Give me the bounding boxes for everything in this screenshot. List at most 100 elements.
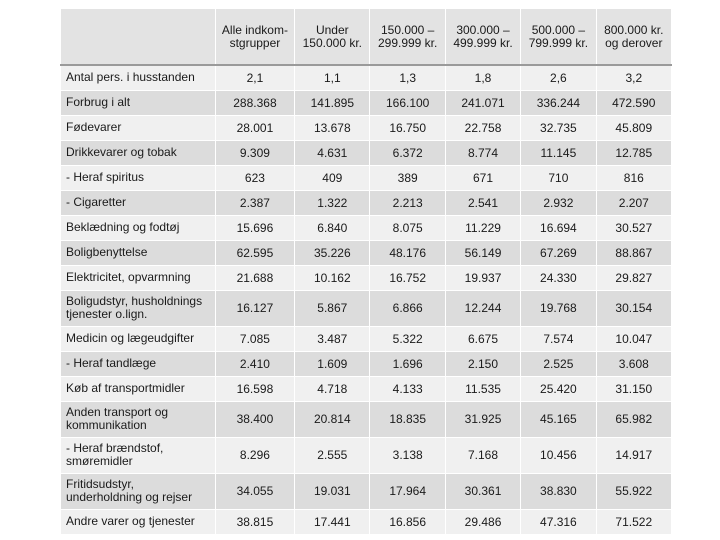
value-cell: 166.100: [369, 89, 446, 116]
header-cell-all-incomes: Alle indkom-stgrupper: [214, 8, 296, 66]
value-cell: 35.226: [294, 239, 371, 266]
value-cell: 47.316: [520, 508, 597, 535]
value-cell: 3,2: [595, 64, 673, 91]
row-label: Beklædning og fodtøj: [60, 214, 216, 241]
value-cell: 17.964: [369, 472, 446, 510]
value-cell: 55.922: [595, 472, 673, 510]
value-cell: 9.309: [214, 139, 296, 166]
value-cell: 17.441: [294, 508, 371, 535]
table-row: Elektricitet, opvarmning 21.688 10.162 16.7…: [60, 264, 673, 291]
row-label: - Heraf brændstof, smøremidler: [60, 436, 216, 474]
value-cell: 30.361: [444, 472, 522, 510]
value-cell: 2.525: [520, 350, 597, 377]
table-row: Fritidsudstyr, underholdning og rejser 34…: [60, 472, 673, 510]
value-cell: 389: [369, 164, 446, 191]
value-cell: 31.150: [595, 375, 673, 402]
value-cell: 710: [520, 164, 597, 191]
value-cell: 29.827: [595, 264, 673, 291]
value-cell: 10.456: [520, 436, 597, 474]
row-label: - Cigaretter: [60, 189, 216, 216]
header-row: Alle indkom-stgrupper Under 150.000 kr. …: [60, 8, 673, 66]
value-cell: 30.154: [595, 289, 673, 327]
value-cell: 1,8: [444, 64, 522, 91]
value-cell: 88.867: [595, 239, 673, 266]
value-cell: 38.830: [520, 472, 597, 510]
value-cell: 71.522: [595, 508, 673, 535]
row-label: Antal pers. i husstanden: [60, 64, 216, 91]
value-cell: 16.856: [369, 508, 446, 535]
value-cell: 7.574: [520, 325, 597, 352]
value-cell: 409: [294, 164, 371, 191]
value-cell: 67.269: [520, 239, 597, 266]
value-cell: 34.055: [214, 472, 296, 510]
value-cell: 11.145: [520, 139, 597, 166]
value-cell: 38.815: [214, 508, 296, 535]
row-label: Boligudstyr, husholdnings tjenester o.li…: [60, 289, 216, 327]
table-row: Forbrug i alt 288.368 141.895 166.100 241.07…: [60, 89, 673, 116]
value-cell: 5.322: [369, 325, 446, 352]
header-cell-300000-499999: 300.000 – 499.999 kr.: [444, 8, 522, 66]
table-row: Fødevarer 28.001 13.678 16.750 22.758 32.735 4…: [60, 114, 673, 141]
value-cell: 2.150: [444, 350, 522, 377]
value-cell: 30.527: [595, 214, 673, 241]
table-row: - Heraf spiritus 623 409 389 671 710 816: [60, 164, 673, 191]
table-row: Medicin og lægeudgifter 7.085 3.487 5.322 6.…: [60, 325, 673, 352]
value-cell: 241.071: [444, 89, 522, 116]
value-cell: 12.244: [444, 289, 522, 327]
value-cell: 472.590: [595, 89, 673, 116]
value-cell: 11.535: [444, 375, 522, 402]
table-row: Boligudstyr, husholdnings tjenester o.li…: [60, 289, 673, 327]
value-cell: 1,1: [294, 64, 371, 91]
header-cell-under-150000: Under 150.000 kr.: [294, 8, 371, 66]
value-cell: 21.688: [214, 264, 296, 291]
value-cell: 29.486: [444, 508, 522, 535]
value-cell: 14.917: [595, 436, 673, 474]
table-body: Antal pers. i husstanden 2,1 1,1 1,3 1,8 2,6 3…: [60, 64, 673, 535]
value-cell: 22.758: [444, 114, 522, 141]
table-row: Køb af transportmidler 16.598 4.718 4.133 11…: [60, 375, 673, 402]
table-row: Beklædning og fodtøj 15.696 6.840 8.075 11.2…: [60, 214, 673, 241]
value-cell: 10.162: [294, 264, 371, 291]
row-label: Fødevarer: [60, 114, 216, 141]
value-cell: 3.138: [369, 436, 446, 474]
value-cell: 4.718: [294, 375, 371, 402]
value-cell: 25.420: [520, 375, 597, 402]
value-cell: 1.609: [294, 350, 371, 377]
value-cell: 6.840: [294, 214, 371, 241]
value-cell: 45.809: [595, 114, 673, 141]
value-cell: 16.752: [369, 264, 446, 291]
header-cell-empty: [60, 8, 216, 66]
value-cell: 2.541: [444, 189, 522, 216]
value-cell: 38.400: [214, 400, 296, 438]
value-cell: 32.735: [520, 114, 597, 141]
header-cell-150000-299999: 150.000 – 299.999 kr.: [369, 8, 446, 66]
value-cell: 19.937: [444, 264, 522, 291]
row-label: - Heraf tandlæge: [60, 350, 216, 377]
value-cell: 48.176: [369, 239, 446, 266]
value-cell: 13.678: [294, 114, 371, 141]
value-cell: 816: [595, 164, 673, 191]
value-cell: 6.675: [444, 325, 522, 352]
value-cell: 6.372: [369, 139, 446, 166]
value-cell: 6.866: [369, 289, 446, 327]
value-cell: 15.696: [214, 214, 296, 241]
row-label: Fritidsudstyr, underholdning og rejser: [60, 472, 216, 510]
value-cell: 8.075: [369, 214, 446, 241]
value-cell: 2,6: [520, 64, 597, 91]
table-row: Drikkevarer og tobak 9.309 4.631 6.372 8.774…: [60, 139, 673, 166]
value-cell: 31.925: [444, 400, 522, 438]
value-cell: 65.982: [595, 400, 673, 438]
value-cell: 18.835: [369, 400, 446, 438]
value-cell: 2.207: [595, 189, 673, 216]
table-row: - Heraf tandlæge 2.410 1.609 1.696 2.150 2.52…: [60, 350, 673, 377]
value-cell: 1.322: [294, 189, 371, 216]
table-row: Antal pers. i husstanden 2,1 1,1 1,3 1,8 2,6 3…: [60, 64, 673, 91]
value-cell: 24.330: [520, 264, 597, 291]
value-cell: 4.631: [294, 139, 371, 166]
value-cell: 141.895: [294, 89, 371, 116]
header-cell-800000-plus: 800.000 kr. og derover: [595, 8, 673, 66]
value-cell: 16.598: [214, 375, 296, 402]
value-cell: 3.487: [294, 325, 371, 352]
value-cell: 1,3: [369, 64, 446, 91]
value-cell: 11.229: [444, 214, 522, 241]
